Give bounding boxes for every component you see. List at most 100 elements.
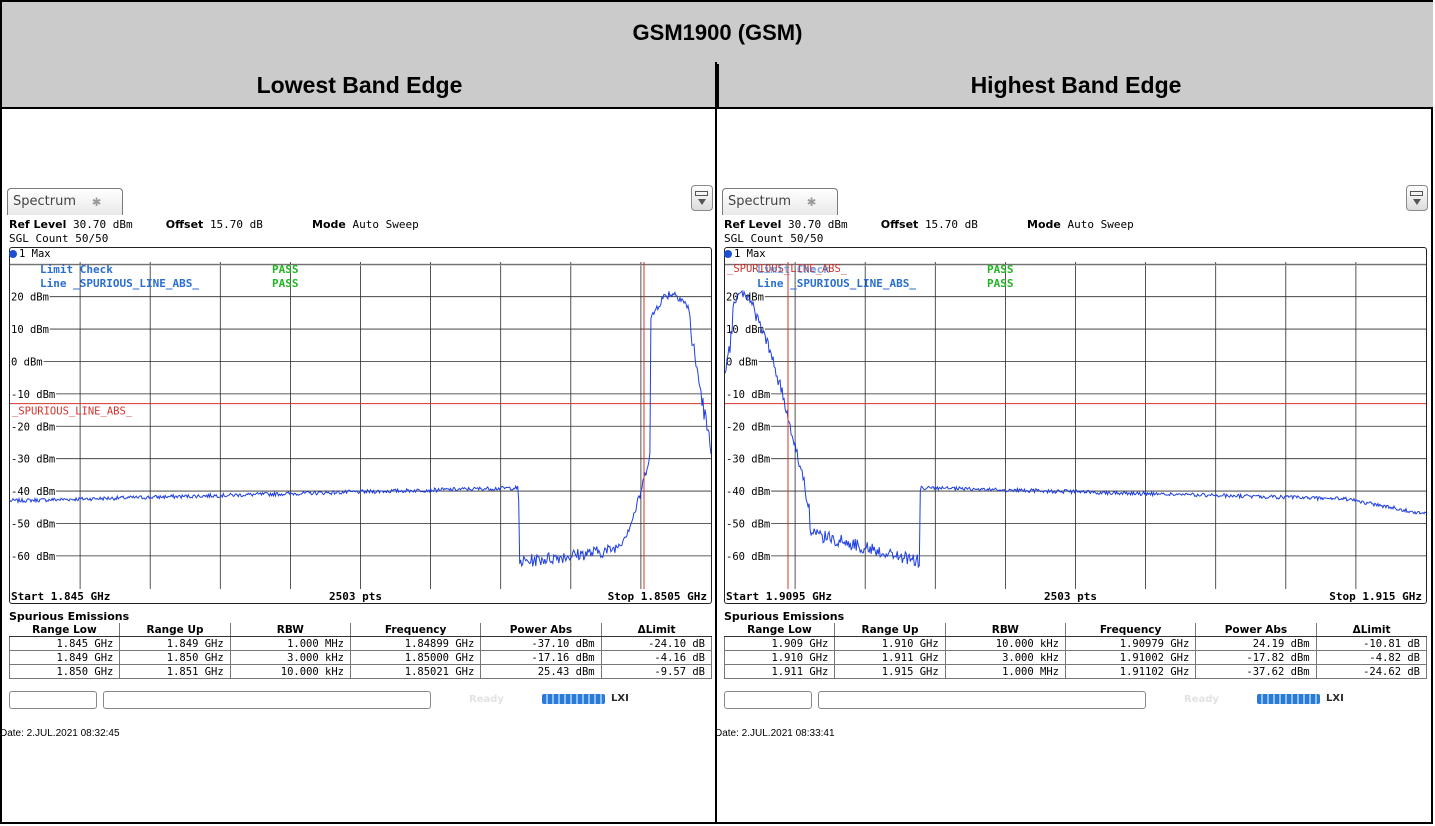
cell: 1.915 GHz [834,664,946,679]
trace-line [10,290,711,568]
y-tick-label: 0 dBm [11,356,43,368]
status-field-2[interactable] [818,691,1146,709]
ref-level-value: 30.70 dBm [788,218,848,231]
mode-label: Mode [1027,218,1061,231]
offset-label: Offset [165,218,204,231]
limit-check-pass: PASS [987,263,1014,276]
trace-label-text: 1 Max [19,248,51,260]
cell: -4.16 dB [600,650,713,665]
y-tick-bg [10,485,57,498]
cell: -10.81 dB [1315,636,1428,651]
spurious-emissions-title: Spurious Emissions [724,610,845,623]
y-tick-bg [10,355,44,368]
spectrum-tab-label: Spectrum [13,194,76,209]
col-rbw: RBW [229,623,351,637]
y-tick-bg [725,420,772,433]
y-tick-bg [10,549,57,562]
y-tick-bg [10,387,57,400]
spectrum-tab[interactable]: Spectrum ✱ [722,188,838,215]
cell: 1.845 GHz [8,636,121,651]
header-lowest-band-edge: Lowest Band Edge [2,64,719,107]
status-field-1[interactable] [9,691,97,709]
lxi-logo: LXI [611,693,629,704]
table-row: 1.910 GHz 1.911 GHz 3.000 kHz 1.91002 GHz -1… [723,650,1428,665]
table-title: GSM1900 (GSM) [2,2,1433,66]
limit-line-label: _SPURIOUS_LINE_ABS_ [727,263,848,275]
line-check-pass: PASS [272,277,299,290]
mode-label: Mode [312,218,346,231]
offset-label: Offset [880,218,919,231]
col-range-low: Range Low [9,623,120,637]
star-icon[interactable]: ✱ [92,192,102,210]
spectrum-tab-label: Spectrum [728,194,791,209]
spectrum-plot: 20 dBm 10 dBm 0 dBm -10 dBm -20 dBm -30 dBm -4… [10,262,711,589]
y-tick-label: 10 dBm [726,324,764,336]
cell: 1.90979 GHz [1064,636,1197,651]
header-row: Lowest Band Edge Highest Band Edge [2,64,1433,109]
trace-label-text: 1 Max [734,248,766,260]
menu-icon[interactable] [1406,185,1428,211]
progress-bar [1257,694,1320,704]
column-divider [715,62,717,824]
col-frequency: Frequency [1064,623,1196,637]
y-tick-bg [725,290,765,303]
ref-level-label: Ref Level [9,218,67,231]
y-tick-label: -10 dBm [726,389,770,401]
spectrum-panel-lowest: Spectrum ✱ Ref Level 30.70 dBm Offset 15… [0,185,715,760]
status-bar: Ready LXI [722,688,1428,710]
stop-frequency: Stop 1.8505 GHz [607,590,707,603]
line-check-pass: PASS [987,277,1014,290]
table-row: 1.911 GHz 1.915 GHz 1.000 MHz 1.91102 GHz -3… [723,664,1428,679]
y-tick-bg [725,452,772,465]
cell: -9.57 dB [600,664,713,679]
table-row: 1.909 GHz 1.910 GHz 10.000 kHz 1.90979 GHz 2… [723,636,1428,651]
menu-icon[interactable] [691,185,713,211]
y-tick-bg [725,387,772,400]
cell: -37.62 dBm [1195,664,1317,679]
cell: 1.849 GHz [8,650,121,665]
y-tick-bg [10,517,57,530]
col-frequency: Frequency [349,623,481,637]
col-power-abs: Power Abs [480,623,602,637]
cell: 1.911 GHz [834,650,946,665]
cell: 1.851 GHz [119,664,231,679]
spurious-emissions-title: Spurious Emissions [9,610,130,623]
star-icon[interactable]: ✱ [807,192,817,210]
trace-dot-icon [9,250,17,258]
table-row: 1.850 GHz 1.851 GHz 10.000 kHz 1.85021 GHz 2… [8,664,713,679]
settings-line: Ref Level 30.70 dBm Offset 15.70 dB [724,218,978,231]
y-tick-label: -60 dBm [726,551,770,563]
spectrum-tab[interactable]: Spectrum ✱ [7,188,123,215]
status-field-1[interactable] [724,691,812,709]
cell: -17.82 dBm [1195,650,1317,665]
y-tick-bg [725,549,772,562]
y-tick-label: -20 dBm [11,421,55,433]
line-check-label: Line _SPURIOUS_LINE_ABS_ [40,277,199,290]
mode-line: Mode Auto Sweep [312,218,419,231]
ref-level-value: 30.70 dBm [73,218,133,231]
cell: 1.91102 GHz [1064,664,1197,679]
offset-value: 15.70 dB [209,218,263,231]
cell: 1.000 MHz [229,636,352,651]
limit-check-pass: PASS [272,263,299,276]
offset-value: 15.70 dB [924,218,978,231]
cell: 1.91002 GHz [1064,650,1197,665]
table-row: 1.845 GHz 1.849 GHz 1.000 MHz 1.84899 GHz -3… [8,636,713,651]
y-tick-label: -20 dBm [726,421,770,433]
status-field-2[interactable] [103,691,431,709]
y-tick-bg [10,452,57,465]
y-tick-label: 20 dBm [726,292,764,304]
y-tick-bg [10,420,57,433]
settings-line: Ref Level 30.70 dBm Offset 15.70 dB [9,218,263,231]
start-frequency: Start 1.845 GHz [11,590,111,603]
y-tick-label: 0 dBm [726,356,758,368]
status-ready: Ready [1184,694,1219,705]
cell: -17.16 dBm [480,650,602,665]
y-tick-label: -10 dBm [11,389,55,401]
cell: 25.43 dBm [480,664,602,679]
spectrum-panel-highest: Spectrum ✱ Ref Level 30.70 dBm Offset 15… [715,185,1430,760]
col-range-up: Range Up [119,623,231,637]
sgl-count: SGL Count 50/50 [724,232,824,245]
date-stamp: Date: 2.JUL.2021 08:33:41 [715,728,835,739]
col-delta-limit: ΔLimit [600,623,712,637]
